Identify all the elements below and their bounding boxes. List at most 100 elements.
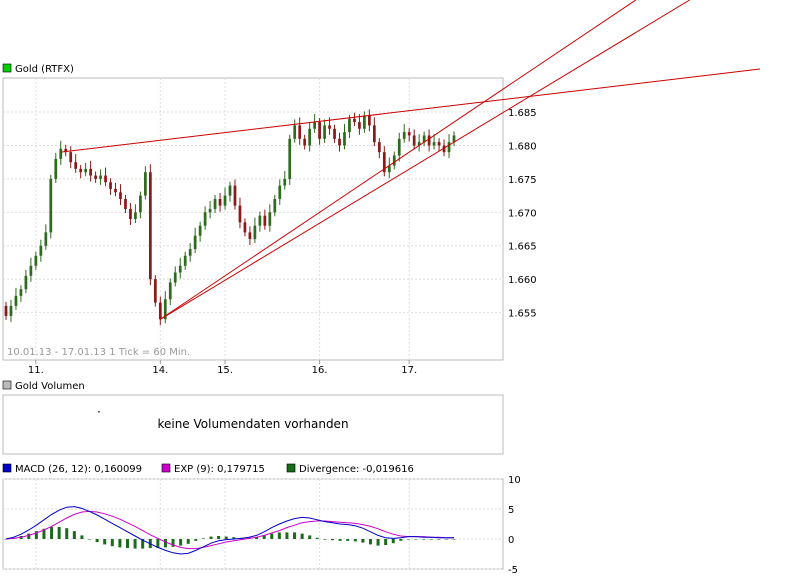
divergence-bar [270,533,274,539]
candle-body [64,148,68,153]
divergence-bar [315,537,319,539]
trendlines-extended [60,0,761,320]
divergence-bar [27,533,31,539]
candle-body [193,235,197,250]
candle-body [328,125,331,129]
volume-empty-message: keine Volumendaten vorhanden [157,417,348,431]
trendline [60,68,761,153]
candle-body [153,279,157,303]
volume-legend-swatch [2,380,12,390]
trendline [160,0,690,320]
price-legend-swatch [2,63,12,73]
candle-body [208,208,212,213]
divergence-bar [163,539,167,548]
price-y-tick-label: 1.655 [508,309,537,320]
candle-body [353,118,356,123]
price-x-tick-label: 16. [312,365,328,376]
candle-body [368,115,371,126]
candle-body [263,215,267,226]
macd-legend-swatch [2,463,12,473]
candle-body [44,232,48,246]
candle-body [442,145,446,153]
price-y-tick-label: 1.670 [508,208,537,219]
price-plot-area [2,77,504,361]
divergence-bar [452,539,456,540]
candle-body [14,295,18,306]
price-x-tick-label: 14. [152,365,168,376]
volume-legend-label: Gold Volumen [15,381,85,392]
candle-body [447,142,451,153]
candle-body [203,212,207,226]
candle-body [318,122,321,139]
divergence-bar [42,528,46,539]
candle-body [9,305,13,316]
price-y-tick-label: 1.660 [508,275,537,286]
candle-body [298,125,302,139]
exp-line [5,510,454,550]
candle-body [407,132,411,136]
divergence-bar [65,528,69,539]
macd-plot-area [2,478,504,570]
candle-body [258,215,262,226]
candle-body [198,225,202,236]
candle-body [348,118,351,133]
divergence-bar [50,527,54,539]
macd-legend-label: Divergence: -0,019616 [299,464,414,475]
price-legend-label: Gold (RTFX) [15,64,74,75]
divergence-bar [384,539,388,545]
candle-body [69,152,73,163]
candle-body [417,142,421,146]
divergence-bar [80,535,84,539]
price-y-tick-label: 1.680 [508,141,537,152]
candle-body [129,208,132,219]
candle-body [253,225,257,240]
divergence-bar [34,531,38,539]
candle-body [163,299,167,320]
macd-lines [5,506,454,555]
candle-body [4,305,8,316]
candle-body [303,138,307,146]
candle-body [437,142,441,146]
price-candles [4,109,456,326]
candle-body [79,168,83,173]
candle-body [178,265,182,273]
volume-dot: · [97,405,101,419]
macd-legend: MACD (26, 12): 0,160099 EXP (9): 0,179715… [2,463,414,475]
macd-y-tick-label: 0 [508,535,514,546]
divergence-bar [209,536,213,539]
price-y-tick-label: 1.665 [508,242,537,253]
candle-body [39,245,43,256]
divergence-bar [110,539,114,547]
divergence-bar [232,537,236,539]
candle-body [144,172,147,196]
price-y-axis: 1.655 1.660 1.665 1.670 1.675 1.680 1.685 [508,108,537,320]
candle-body [183,255,187,266]
candle-body [412,135,416,146]
divergence-bar [72,531,76,539]
candle-body [158,302,162,320]
price-x-axis: 11. 14. 15. 16. 17. [28,360,417,376]
candle-body [233,185,237,206]
price-x-tick-label: 17. [401,365,417,376]
divergence-bar [376,539,380,546]
candle-body [392,155,396,166]
candle-body [372,125,376,143]
divergence-bar [293,532,297,539]
divergence-bar [429,539,433,540]
candle-body [248,232,252,240]
divergence-bar [331,539,335,541]
candle-body [49,178,53,233]
candle-body [288,138,292,179]
price-x-tick-label: 15. [217,365,233,376]
candle-body [148,172,152,280]
candle-body [308,128,312,146]
divergence-bar [353,539,357,542]
candle-body [427,135,431,146]
divergence-bar [368,539,372,545]
divergence-bar [406,539,410,540]
divergence-bar [4,539,8,540]
divergence-bar [57,527,61,539]
candle-body [382,152,386,173]
candle-body [293,125,297,139]
